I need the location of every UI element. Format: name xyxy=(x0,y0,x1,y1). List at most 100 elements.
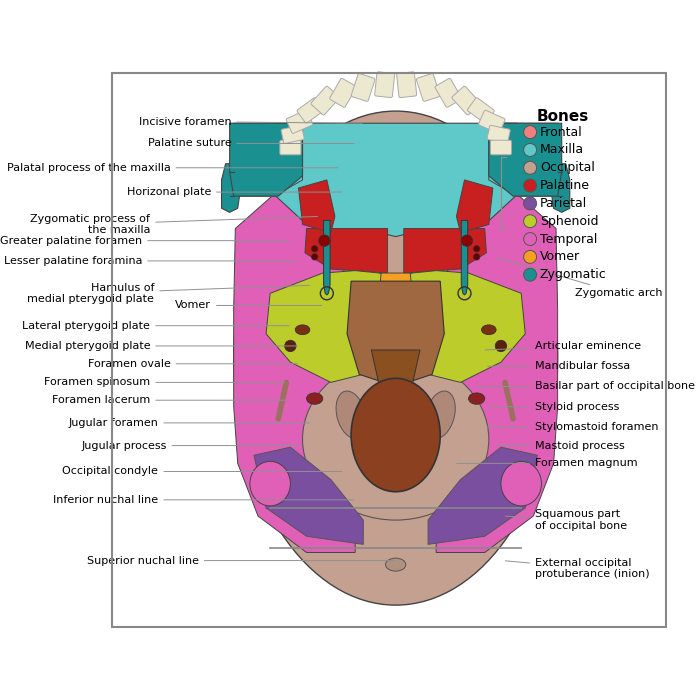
FancyBboxPatch shape xyxy=(297,98,324,123)
Text: Palatine: Palatine xyxy=(540,179,590,192)
Ellipse shape xyxy=(425,391,455,438)
FancyBboxPatch shape xyxy=(351,74,375,102)
Ellipse shape xyxy=(302,358,489,520)
FancyBboxPatch shape xyxy=(286,111,313,134)
Circle shape xyxy=(524,232,537,246)
Text: Stylomastoid foramen: Stylomastoid foramen xyxy=(487,422,659,432)
Text: Sphenoid: Sphenoid xyxy=(540,215,598,228)
FancyBboxPatch shape xyxy=(435,78,461,107)
Ellipse shape xyxy=(295,325,310,335)
Circle shape xyxy=(473,246,480,252)
FancyBboxPatch shape xyxy=(281,125,304,144)
Circle shape xyxy=(285,340,296,351)
Text: Parietal: Parietal xyxy=(540,197,587,210)
Circle shape xyxy=(524,126,537,139)
Polygon shape xyxy=(489,123,558,196)
Ellipse shape xyxy=(501,461,541,506)
Polygon shape xyxy=(305,228,388,273)
Text: Mastoid process: Mastoid process xyxy=(497,440,624,451)
Text: Foramen magnum: Foramen magnum xyxy=(457,458,638,468)
Text: Jugular process: Jugular process xyxy=(81,440,302,451)
Text: Lesser palatine foramina: Lesser palatine foramina xyxy=(4,256,298,266)
Text: Incisive foramen: Incisive foramen xyxy=(139,117,362,127)
Polygon shape xyxy=(428,447,538,545)
Circle shape xyxy=(524,251,537,263)
Text: Temporal: Temporal xyxy=(540,232,597,246)
Text: Foramen lacerum: Foramen lacerum xyxy=(52,395,285,405)
Text: External occipital
protuberance (inion): External occipital protuberance (inion) xyxy=(505,558,650,580)
Ellipse shape xyxy=(336,391,366,438)
Circle shape xyxy=(524,144,537,156)
FancyBboxPatch shape xyxy=(330,78,356,107)
Polygon shape xyxy=(274,123,517,237)
Circle shape xyxy=(461,235,472,246)
FancyBboxPatch shape xyxy=(452,86,480,115)
Circle shape xyxy=(524,197,537,210)
Ellipse shape xyxy=(468,393,485,405)
Text: Hamulus of
medial pterygoid plate: Hamulus of medial pterygoid plate xyxy=(27,283,309,304)
Text: Medial pterygoid plate: Medial pterygoid plate xyxy=(25,341,298,351)
FancyBboxPatch shape xyxy=(491,140,512,155)
Text: Squamous part
of occipital bone: Squamous part of occipital bone xyxy=(505,510,627,531)
Polygon shape xyxy=(550,164,570,212)
Polygon shape xyxy=(234,123,302,196)
Ellipse shape xyxy=(250,461,290,506)
FancyBboxPatch shape xyxy=(416,74,440,102)
Circle shape xyxy=(496,340,507,351)
Polygon shape xyxy=(461,220,468,295)
Text: Lateral pterygoid plate: Lateral pterygoid plate xyxy=(22,321,289,330)
FancyBboxPatch shape xyxy=(397,72,416,97)
Polygon shape xyxy=(234,180,355,552)
Polygon shape xyxy=(347,281,444,386)
Text: Basilar part of occipital bone: Basilar part of occipital bone xyxy=(477,382,695,391)
Text: Vomer: Vomer xyxy=(175,300,321,311)
Text: Articular eminence: Articular eminence xyxy=(485,341,641,351)
Circle shape xyxy=(524,179,537,192)
Polygon shape xyxy=(221,164,241,212)
Text: Styloid process: Styloid process xyxy=(489,402,620,412)
Circle shape xyxy=(318,235,330,246)
Text: Inferior nuchal line: Inferior nuchal line xyxy=(53,495,354,505)
Text: Zygomatic process of
the maxilla: Zygomatic process of the maxilla xyxy=(30,214,318,235)
Text: Palatine suture: Palatine suture xyxy=(148,139,354,148)
Text: Jugular foramen: Jugular foramen xyxy=(69,418,309,428)
Text: Horizonal plate: Horizonal plate xyxy=(127,187,342,197)
Polygon shape xyxy=(323,220,330,295)
Circle shape xyxy=(312,253,318,260)
Polygon shape xyxy=(372,350,420,395)
Ellipse shape xyxy=(307,393,323,405)
Text: Frontal: Frontal xyxy=(540,125,582,139)
Text: Superior nuchal line: Superior nuchal line xyxy=(87,556,395,566)
FancyBboxPatch shape xyxy=(487,125,510,144)
Circle shape xyxy=(524,215,537,228)
Text: Palatal process of the maxilla: Palatal process of the maxilla xyxy=(6,163,338,173)
Ellipse shape xyxy=(351,378,440,491)
FancyBboxPatch shape xyxy=(479,111,505,134)
Text: Zygomatic: Zygomatic xyxy=(540,268,607,281)
Ellipse shape xyxy=(482,325,496,335)
Polygon shape xyxy=(254,447,363,545)
Text: Bones: Bones xyxy=(537,108,589,124)
FancyBboxPatch shape xyxy=(311,86,340,115)
Polygon shape xyxy=(230,123,302,196)
Text: Greater palatine foramen: Greater palatine foramen xyxy=(0,236,289,246)
Polygon shape xyxy=(436,180,558,552)
Circle shape xyxy=(524,268,537,281)
Circle shape xyxy=(473,253,480,260)
FancyBboxPatch shape xyxy=(374,72,395,97)
Text: Zygomatic arch: Zygomatic arch xyxy=(497,258,663,298)
FancyBboxPatch shape xyxy=(280,140,301,155)
Text: Occipital: Occipital xyxy=(540,161,595,174)
Polygon shape xyxy=(266,271,525,382)
Polygon shape xyxy=(298,180,335,232)
Polygon shape xyxy=(404,228,486,273)
Polygon shape xyxy=(456,180,493,232)
Polygon shape xyxy=(378,273,414,350)
Circle shape xyxy=(312,246,318,252)
Text: Foramen ovale: Foramen ovale xyxy=(88,359,298,369)
Circle shape xyxy=(524,161,537,174)
Text: Vomer: Vomer xyxy=(540,251,580,263)
Ellipse shape xyxy=(234,111,558,605)
Ellipse shape xyxy=(386,558,406,571)
Text: Foramen spinosum: Foramen spinosum xyxy=(44,377,285,387)
